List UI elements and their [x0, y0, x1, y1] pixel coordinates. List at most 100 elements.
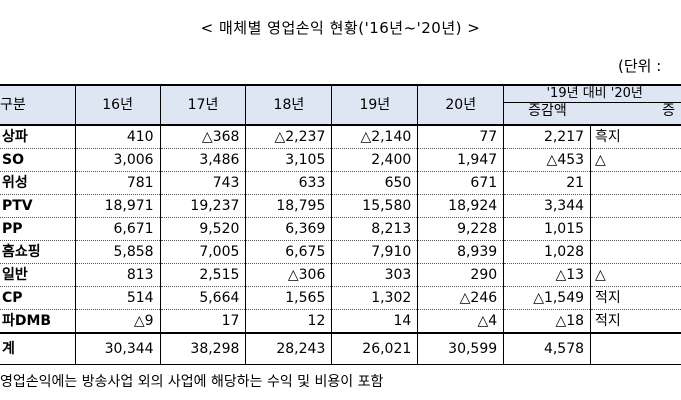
total-cell: 28,243	[245, 333, 333, 365]
table-cell: 2,515	[159, 263, 247, 287]
header-year-16: 16년	[74, 84, 161, 126]
row-label: PP	[0, 217, 76, 241]
total-cell: 38,298	[159, 333, 247, 365]
table-cell: △1,549	[503, 286, 592, 310]
total-cell: 30,344	[74, 333, 161, 365]
total-label: 계	[0, 333, 76, 365]
header-category: 구분	[0, 84, 76, 126]
table-cell: 18,924	[417, 194, 505, 218]
table-cell: 9,520	[159, 217, 247, 241]
header-year-17: 17년	[159, 84, 247, 126]
table-cell: 3,344	[503, 194, 592, 218]
table-cell: 14	[331, 309, 419, 334]
table-cell: 15,580	[331, 194, 419, 218]
row-label: 상파	[0, 125, 76, 149]
table-cell: 1,302	[331, 286, 419, 310]
table-cell: 633	[245, 171, 333, 195]
total-change-rate	[590, 333, 681, 365]
row-change-rate	[590, 171, 681, 195]
table-row: PP 6,671 9,520 6,369 8,213 9,228 1,015	[0, 217, 681, 241]
header-comparison: '19년 대비 '20년	[504, 87, 681, 103]
unit-label: (단위 :	[618, 57, 662, 75]
header-year-18: 18년	[245, 84, 333, 126]
table-cell: 6,671	[74, 217, 161, 241]
row-label: 파DMB	[0, 309, 76, 334]
table-cell: 514	[74, 286, 161, 310]
table-cell: 5,664	[159, 286, 247, 310]
total-cell: 26,021	[331, 333, 419, 365]
row-label: 홈쇼핑	[0, 240, 76, 264]
table-cell: △2,140	[331, 125, 419, 149]
table-cell: 3,486	[159, 148, 247, 172]
table-cell: 650	[331, 171, 419, 195]
table-cell: 743	[159, 171, 247, 195]
header-comparison-group: '19년 대비 '20년 증감액 증	[503, 84, 681, 126]
table-row: 파DMB △9 17 12 14 △4 △18 적지	[0, 309, 681, 334]
row-label: CP	[0, 286, 76, 310]
row-change-rate	[590, 240, 681, 264]
row-label: 일반	[0, 263, 76, 287]
header-change-amount: 증감액	[528, 103, 567, 119]
table-cell: 7,910	[331, 240, 419, 264]
table-cell: 1,015	[503, 217, 592, 241]
row-change-rate: 적지	[590, 309, 681, 334]
row-change-rate: △	[590, 263, 681, 287]
header-year-20: 20년	[417, 84, 505, 126]
table-cell: 1,947	[417, 148, 505, 172]
table-cell: 12	[245, 309, 333, 334]
table-cell: 813	[74, 263, 161, 287]
table-cell: △2,237	[245, 125, 333, 149]
row-change-rate: 흑지	[590, 125, 681, 149]
row-change-rate	[590, 194, 681, 218]
total-cell: 30,599	[417, 333, 505, 365]
total-cell: 4,578	[503, 333, 592, 365]
table-cell: 781	[74, 171, 161, 195]
table-cell: 9,228	[417, 217, 505, 241]
header-year-19: 19년	[331, 84, 419, 126]
table-cell: △9	[74, 309, 161, 334]
table-cell: 19,237	[159, 194, 247, 218]
table-row: 홈쇼핑 5,858 7,005 6,675 7,910 8,939 1,028	[0, 240, 681, 264]
table-cell: 6,369	[245, 217, 333, 241]
table-cell: 303	[331, 263, 419, 287]
table-cell: 77	[417, 125, 505, 149]
table-cell: 18,795	[245, 194, 333, 218]
row-label: PTV	[0, 194, 76, 218]
table-cell: 2,217	[503, 125, 592, 149]
table-cell: 8,939	[417, 240, 505, 264]
table-cell: 8,213	[331, 217, 419, 241]
table-row: 상파 410 △368 △2,237 △2,140 77 2,217 흑지	[0, 125, 681, 149]
table-cell: △368	[159, 125, 247, 149]
header-change-rate: 증	[662, 103, 676, 119]
row-change-rate: △	[590, 148, 681, 172]
footnote: 영업손익에는 방송사업 외의 사업에 해당하는 수익 및 비용이 포함	[0, 374, 384, 390]
table-cell: 410	[74, 125, 161, 149]
table-cell: 7,005	[159, 240, 247, 264]
table-cell: 1,565	[245, 286, 333, 310]
table-row: CP 514 5,664 1,565 1,302 △246 △1,549 적지	[0, 286, 681, 310]
table-row: 위성 781 743 633 650 671 21	[0, 171, 681, 195]
table-cell: 18,971	[74, 194, 161, 218]
table-cell: 3,006	[74, 148, 161, 172]
table-row: SO 3,006 3,486 3,105 2,400 1,947 △453 △	[0, 148, 681, 172]
table-cell: △306	[245, 263, 333, 287]
table-cell: 6,675	[245, 240, 333, 264]
row-change-rate: 적지	[590, 286, 681, 310]
table-cell: 1,028	[503, 240, 592, 264]
table-cell: 3,105	[245, 148, 333, 172]
table-cell: 671	[417, 171, 505, 195]
operating-profit-table: 구분 16년 17년 18년 19년 20년 '19년 대비 '20년 증감액 …	[0, 84, 681, 365]
table-cell: 5,858	[74, 240, 161, 264]
table-title: < 매체별 영업손익 현황('16년~'20년) >	[200, 19, 481, 37]
row-label: SO	[0, 148, 76, 172]
table-cell: 2,400	[331, 148, 419, 172]
row-change-rate	[590, 217, 681, 241]
table-cell: △453	[503, 148, 592, 172]
table-row: 일반 813 2,515 △306 303 290 △13 △	[0, 263, 681, 287]
table-row: PTV 18,971 19,237 18,795 15,580 18,924 3,344	[0, 194, 681, 218]
table-cell: △18	[503, 309, 592, 334]
row-label: 위성	[0, 171, 76, 195]
table-cell: 290	[417, 263, 505, 287]
total-row: 계 30,344 38,298 28,243 26,021 30,599 4,578	[0, 333, 681, 365]
table-cell: △246	[417, 286, 505, 310]
